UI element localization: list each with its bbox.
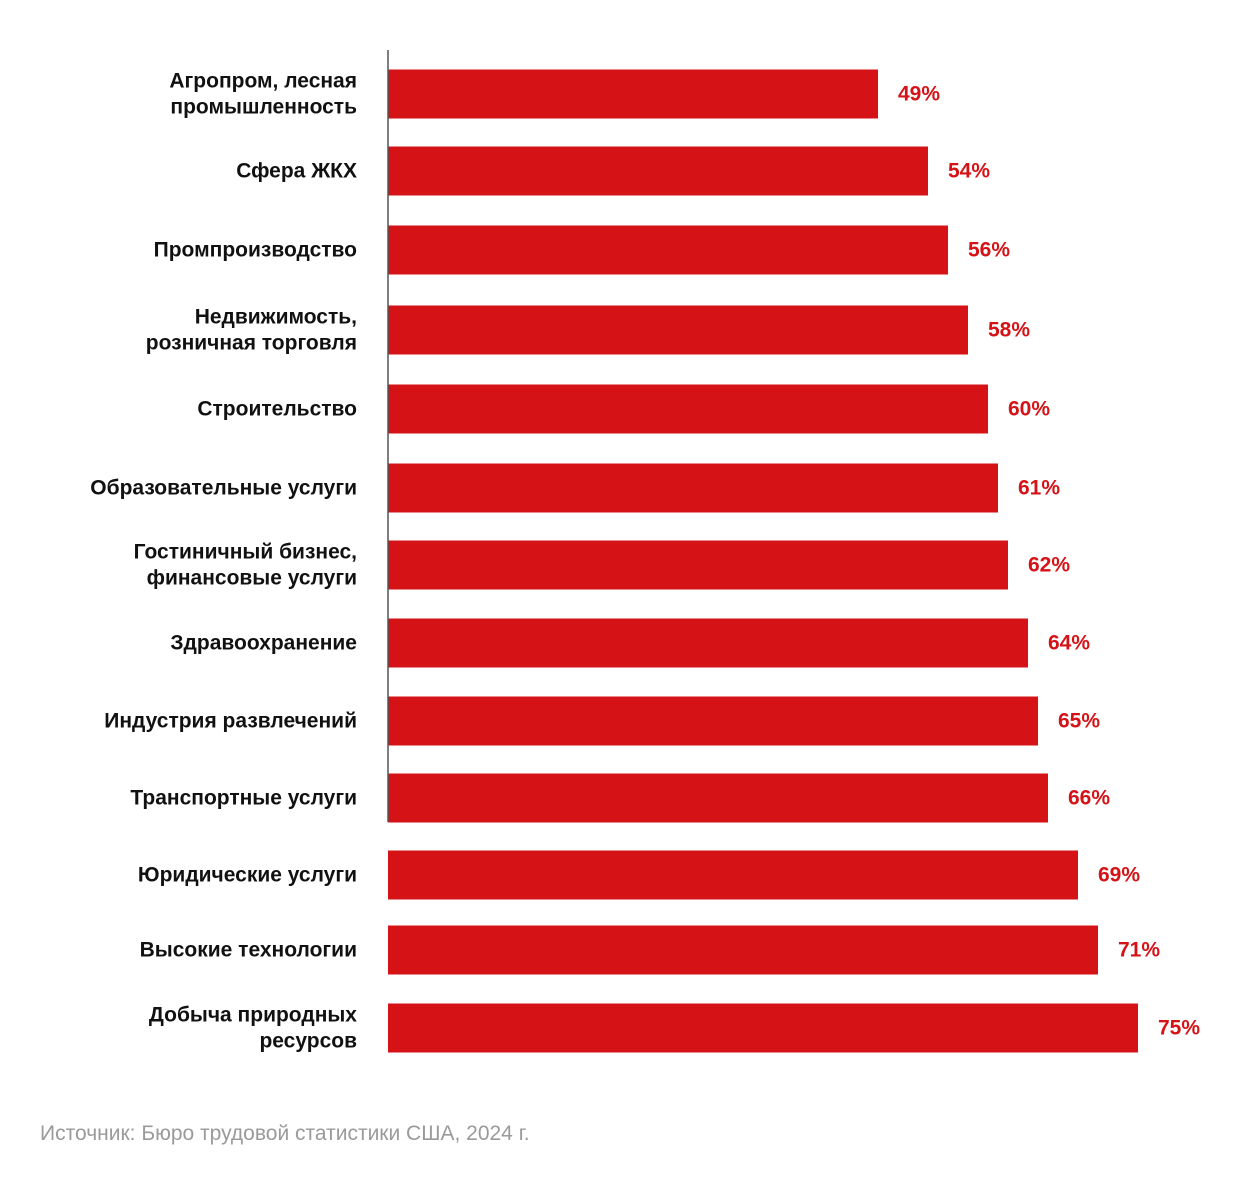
category-label: Строительство	[197, 398, 357, 421]
category-label-line: Недвижимость,	[195, 306, 357, 329]
category-label-line: розничная торговля	[146, 332, 357, 355]
bar	[388, 1003, 1138, 1053]
bar	[388, 773, 1048, 823]
bar-value-label: 75%	[1158, 1017, 1200, 1040]
bar	[388, 618, 1028, 668]
category-label-line: Агропром, лесная	[169, 70, 357, 93]
bar-value-label: 58%	[988, 319, 1030, 342]
bar	[388, 225, 948, 275]
category-labels: Агропром, лесная промышленность Сфера ЖКХ П…	[90, 70, 357, 1053]
bar	[388, 850, 1078, 900]
category-label: Гостиничный бизнес, финансовые услуги	[134, 541, 357, 590]
bar-value-label: 69%	[1098, 864, 1140, 887]
bar-value-label: 60%	[1008, 398, 1050, 421]
bar-value-label: 64%	[1048, 632, 1090, 655]
category-label-line: Гостиничный бизнес,	[134, 541, 357, 564]
category-label: Здравоохранение	[170, 632, 357, 655]
category-label: Промпроизводство	[154, 239, 357, 262]
category-label-line: ресурсов	[259, 1030, 357, 1053]
category-label-line: Юридические услуги	[138, 864, 357, 887]
category-label-line: Образовательные услуги	[90, 477, 357, 500]
category-label-line: Здравоохранение	[170, 632, 357, 655]
bar-value-label: 71%	[1118, 939, 1160, 962]
category-label: Добыча природных ресурсов	[149, 1004, 357, 1053]
category-label: Образовательные услуги	[90, 477, 357, 500]
category-label: Агропром, лесная промышленность	[169, 70, 357, 119]
source-note: Источник: Бюро трудовой статистики США, …	[40, 1122, 530, 1145]
bars-group	[388, 69, 1138, 1053]
category-label-line: Транспортные услуги	[130, 787, 357, 810]
bar-value-label: 66%	[1068, 787, 1110, 810]
category-label-line: Строительство	[197, 398, 357, 421]
category-label: Сфера ЖКХ	[236, 160, 357, 183]
bar	[388, 925, 1098, 975]
bar-value-label: 62%	[1028, 554, 1070, 577]
category-label-line: промышленность	[170, 96, 357, 119]
category-label: Юридические услуги	[138, 864, 357, 887]
category-label-line: Добыча природных	[149, 1004, 357, 1027]
category-label-line: Промпроизводство	[154, 239, 357, 262]
bar	[388, 463, 998, 513]
category-label-line: финансовые услуги	[147, 567, 357, 590]
bar-value-label: 49%	[898, 83, 940, 106]
bar	[388, 69, 878, 119]
bar	[388, 146, 928, 196]
bar	[388, 696, 1038, 746]
bar	[388, 305, 968, 355]
category-label: Индустрия развлечений	[104, 710, 357, 733]
bar-value-label: 61%	[1018, 477, 1060, 500]
category-label-line: Индустрия развлечений	[104, 710, 357, 733]
category-label: Недвижимость, розничная торговля	[146, 306, 357, 355]
category-label-line: Сфера ЖКХ	[236, 160, 357, 183]
bar-value-label: 65%	[1058, 710, 1100, 733]
bar-value-label: 54%	[948, 160, 990, 183]
category-label: Транспортные услуги	[130, 787, 357, 810]
category-label-line: Высокие технологии	[140, 939, 357, 962]
bar	[388, 384, 988, 434]
value-labels: 49% 54% 56% 58% 60% 61% 62% 64% 65% 66% 69% 71% 75%	[898, 83, 1200, 1040]
bar	[388, 540, 1008, 590]
category-label: Высокие технологии	[140, 939, 357, 962]
bar-value-label: 56%	[968, 239, 1010, 262]
